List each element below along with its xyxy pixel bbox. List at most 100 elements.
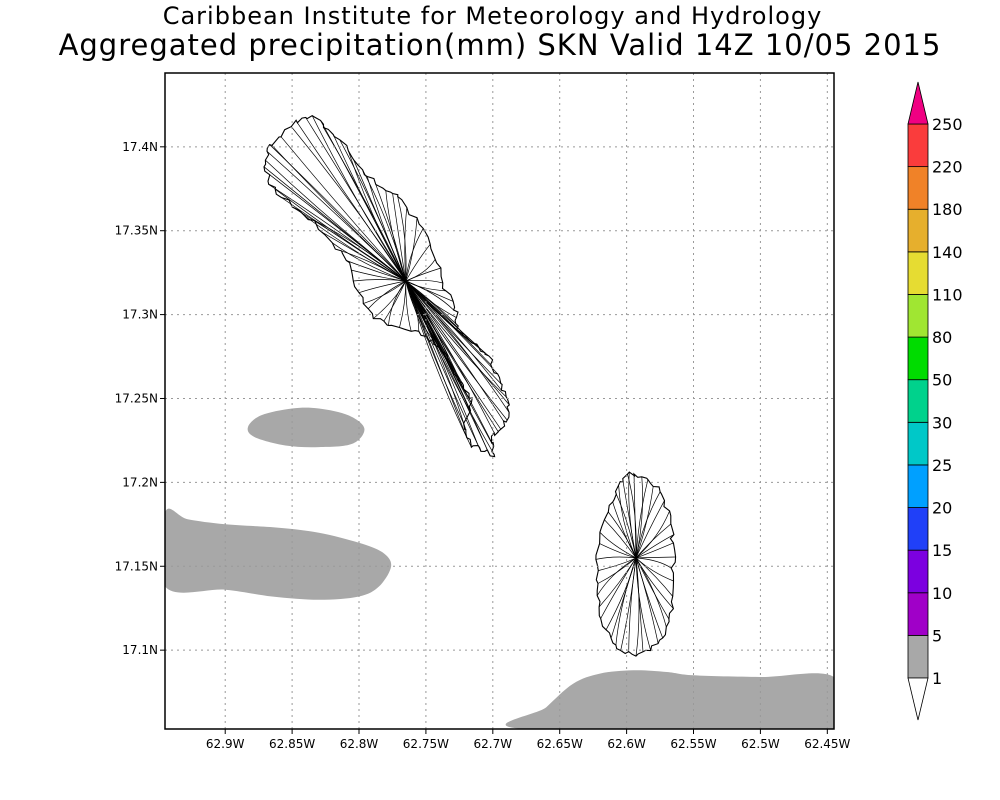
watershed-line bbox=[622, 481, 637, 558]
colorbar-box bbox=[907, 294, 929, 338]
watershed-line bbox=[599, 543, 637, 559]
watershed-line bbox=[635, 557, 640, 657]
watershed-line bbox=[405, 280, 473, 344]
colorbar-box bbox=[907, 336, 929, 381]
y-tick-label: 17.4N bbox=[122, 140, 158, 154]
watershed-line bbox=[363, 280, 407, 304]
rain-area-southeast bbox=[505, 670, 834, 729]
map-gridlines bbox=[165, 73, 834, 729]
map-border bbox=[164, 72, 835, 730]
rain-area-west bbox=[247, 407, 365, 448]
colorbar-label: 20 bbox=[932, 499, 952, 518]
watershed-line bbox=[388, 280, 407, 326]
colorbar-label: 25 bbox=[932, 456, 952, 475]
watershed-line bbox=[347, 150, 407, 282]
watershed-line bbox=[274, 188, 406, 282]
colorbar-label: 80 bbox=[932, 328, 952, 347]
watershed-line bbox=[358, 280, 406, 294]
watershed-line bbox=[405, 267, 442, 282]
watershed-line bbox=[405, 228, 424, 282]
colorbar-box bbox=[907, 208, 929, 253]
watershed-line bbox=[635, 557, 670, 620]
colorbar-label: 1 bbox=[932, 669, 942, 688]
colorbar-box bbox=[907, 379, 929, 423]
watershed-line bbox=[266, 150, 407, 282]
map-data-clip bbox=[165, 114, 834, 729]
colorbar-top-arrow bbox=[907, 81, 929, 125]
watershed-line bbox=[605, 557, 637, 630]
y-tick-label: 17.2N bbox=[122, 475, 158, 489]
map-frame bbox=[164, 72, 835, 730]
watershed-line bbox=[598, 557, 637, 608]
colorbar-label: 50 bbox=[932, 371, 952, 390]
colorbar-box bbox=[907, 634, 929, 679]
map-axis-ticks: 62.9W 62.85W 62.8W 62.75W 62.7W 62.65W 62.6W 62… bbox=[115, 140, 851, 751]
colorbar-bottom-arrow bbox=[907, 677, 929, 721]
watershed-line bbox=[280, 136, 407, 282]
y-tick-label: 17.35N bbox=[115, 224, 158, 238]
x-tick-label: 62.5W bbox=[741, 737, 780, 751]
watershed-line bbox=[635, 523, 672, 559]
st-kitts-watersheds bbox=[263, 115, 510, 457]
watershed-line bbox=[635, 510, 670, 559]
colorbar-box bbox=[907, 123, 929, 168]
watershed-line bbox=[604, 519, 637, 559]
watershed-line bbox=[635, 557, 667, 627]
x-tick-label: 62.65W bbox=[537, 737, 583, 751]
watershed-line bbox=[635, 534, 675, 559]
watershed-line bbox=[351, 269, 406, 282]
colorbar-box bbox=[907, 507, 929, 551]
title-line-2: Aggregated precipitation(mm) SKN Valid 1… bbox=[58, 28, 942, 62]
colorbar-label: 220 bbox=[932, 158, 963, 177]
watershed-line bbox=[385, 190, 407, 282]
colorbar-box bbox=[907, 421, 929, 466]
watershed-line bbox=[595, 556, 637, 560]
title-line-1: Caribbean Institute for Meteorology and … bbox=[162, 2, 823, 30]
watershed-line bbox=[635, 479, 649, 558]
x-tick-label: 62.55W bbox=[670, 737, 716, 751]
colorbar-label: 140 bbox=[932, 243, 963, 262]
colorbar-box bbox=[907, 464, 929, 508]
watershed-line bbox=[635, 557, 652, 651]
colorbar-label: 250 bbox=[932, 115, 963, 134]
watershed-line bbox=[598, 557, 637, 571]
watershed-line bbox=[311, 115, 407, 282]
x-tick-label: 62.7W bbox=[474, 737, 513, 751]
nevis-watersheds bbox=[595, 472, 676, 657]
x-tick-label: 62.9W bbox=[206, 737, 245, 751]
watershed-line bbox=[399, 280, 407, 328]
watershed-line bbox=[405, 280, 439, 348]
watershed-line bbox=[596, 557, 637, 596]
watershed-line bbox=[405, 280, 454, 311]
watershed-line bbox=[265, 159, 407, 282]
watershed-line bbox=[635, 557, 672, 569]
colorbar-label: 15 bbox=[932, 541, 952, 560]
watershed-line bbox=[373, 280, 407, 319]
watershed-line bbox=[405, 280, 468, 438]
x-tick-label: 62.85W bbox=[269, 737, 315, 751]
colorbar-label: 30 bbox=[932, 413, 952, 432]
y-tick-label: 17.1N bbox=[122, 643, 158, 657]
x-tick-label: 62.75W bbox=[403, 737, 449, 751]
watershed-line bbox=[612, 501, 637, 559]
watershed-line bbox=[635, 486, 654, 559]
watershed-line bbox=[332, 242, 406, 282]
watershed-line bbox=[405, 280, 433, 340]
colorbar-box bbox=[907, 549, 929, 594]
colorbar-label: 5 bbox=[932, 626, 942, 645]
y-tick-label: 17.3N bbox=[122, 308, 158, 322]
watershed-line bbox=[597, 557, 637, 584]
watershed-line bbox=[405, 280, 502, 391]
watershed-line bbox=[405, 279, 443, 284]
rain-area-southwest bbox=[165, 508, 392, 600]
x-tick-label: 62.6W bbox=[607, 737, 646, 751]
colorbar-box bbox=[907, 592, 929, 636]
watershed-line bbox=[405, 280, 510, 406]
watershed-line bbox=[627, 474, 637, 558]
watershed-line bbox=[405, 280, 427, 337]
watershed-line bbox=[366, 176, 407, 282]
watershed-line bbox=[392, 193, 407, 282]
watershed-line bbox=[635, 491, 661, 558]
